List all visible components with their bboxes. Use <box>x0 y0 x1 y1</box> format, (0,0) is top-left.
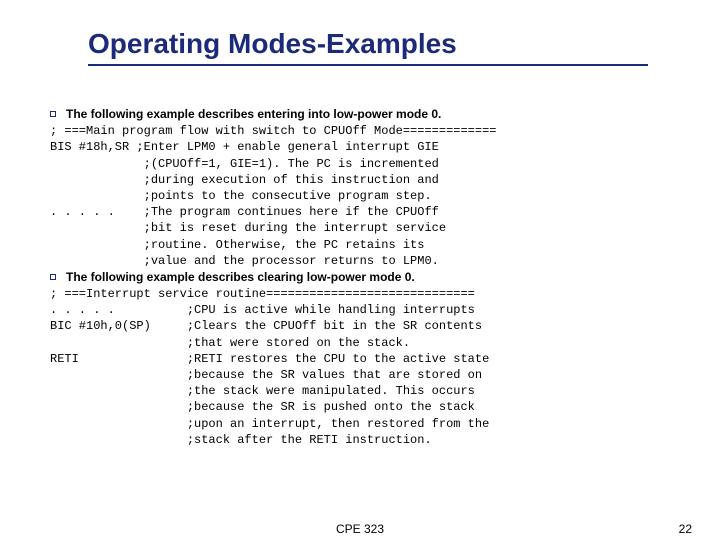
code-line: ; ===Main program flow with switch to CP… <box>50 124 496 138</box>
bullet-icon <box>50 274 56 280</box>
code-line: ;(CPUOff=1, GIE=1). The PC is incremente… <box>50 157 439 171</box>
code-line: ;bit is reset during the interrupt servi… <box>50 221 446 235</box>
bullet-text-2: The following example describes clearing… <box>66 270 415 284</box>
code-line: ;during execution of this instruction an… <box>50 173 439 187</box>
code-line: BIC #10h,0(SP) ;Clears the CPUOff bit in… <box>50 319 482 333</box>
code-line: . . . . . ;The program continues here if… <box>50 205 439 219</box>
page-number: 22 <box>679 522 692 536</box>
code-line: ;value and the processor returns to LPM0… <box>50 254 439 268</box>
slide-title: Operating Modes-Examples <box>88 28 680 60</box>
slide-body: The following example describes entering… <box>50 106 680 448</box>
code-line: RETI ;RETI restores the CPU to the activ… <box>50 352 489 366</box>
code-line: ;because the SR values that are stored o… <box>50 368 482 382</box>
code-line: . . . . . ;CPU is active while handling … <box>50 303 475 317</box>
code-line: ;the stack were manipulated. This occurs <box>50 384 475 398</box>
code-line: ; ===Interrupt service routine==========… <box>50 287 475 301</box>
bullet-text-1: The following example describes entering… <box>66 107 441 121</box>
title-underline <box>88 64 648 66</box>
code-line: ;that were stored on the stack. <box>50 336 410 350</box>
code-line: ;points to the consecutive program step. <box>50 189 432 203</box>
code-line: ;routine. Otherwise, the PC retains its <box>50 238 424 252</box>
bullet-icon <box>50 111 56 117</box>
code-line: BIS #18h,SR ;Enter LPM0 + enable general… <box>50 140 439 154</box>
footer-course: CPE 323 <box>336 522 384 536</box>
code-line: ;upon an interrupt, then restored from t… <box>50 417 489 431</box>
code-line: ;because the SR is pushed onto the stack <box>50 400 475 414</box>
slide: Operating Modes-Examples The following e… <box>0 0 720 540</box>
code-line: ;stack after the RETI instruction. <box>50 433 432 447</box>
